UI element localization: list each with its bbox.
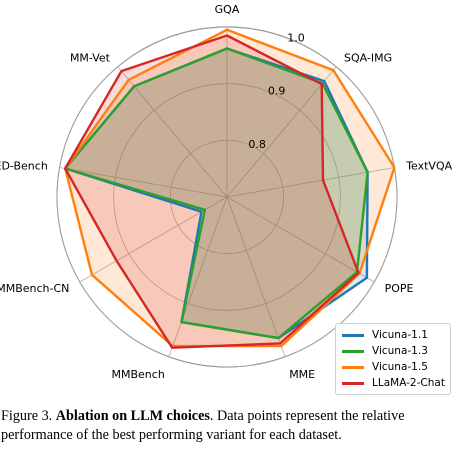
series-fill-2 [65,29,395,347]
legend-label-2: Vicuna-1.5 [372,361,428,373]
legend-item-1: Vicuna-1.3 [342,343,445,359]
series-fill-1 [65,48,368,339]
axis-label-3: POPE [385,282,414,295]
caption-label: Figure 3. [1,408,53,424]
legend-item-3: LLaMA-2-Chat [342,375,445,391]
spoke-3 [226,196,375,283]
series-layer [63,28,396,349]
legend-label-3: LLaMA-2-Chat [372,377,445,389]
caption-title-period: . [209,408,214,424]
legend-item-0: Vicuna-1.1 [342,327,445,343]
axis-label-4: MME [289,368,315,381]
axis-labels: 0.8 0.9 1.0 GQA SQA-IMG TextVQA POPE MME MMBench… [0,3,453,381]
series-fill-0 [65,48,368,339]
caption-title: Ablation on LLM choices [55,408,210,424]
r-tick-label-2: 1.0 [287,31,305,44]
caption-text: Data points represent the relative perfo… [1,408,405,443]
grid [56,26,398,368]
axis-label-8: MM-Vet [70,52,111,65]
spoke-7 [59,167,228,198]
legend-swatch-2 [342,365,364,369]
axis-label-1: SQA-IMG [344,52,392,65]
spoke-4 [226,196,286,357]
legend-label-1: Vicuna-1.3 [372,345,428,357]
r-tick-label-1: 0.9 [268,85,286,98]
r-tick-label-0: 0.8 [248,138,266,151]
axis-label-0: GQA [215,3,240,16]
axis-label-6: MMBench-CN [0,282,69,295]
axis-label-2: TextVQA [405,159,452,172]
series-line-1 [63,47,369,340]
axis-label-7: SEED-Bench [0,159,48,172]
spoke-1 [226,66,337,198]
spoke-5 [168,196,228,357]
legend: Vicuna-1.1 Vicuna-1.3 Vicuna-1.5 LLaMA-2-Ch… [335,323,451,395]
legend-swatch-0 [342,333,364,337]
spoke-8 [117,66,228,198]
legend-item-2: Vicuna-1.5 [342,359,445,375]
legend-label-0: Vicuna-1.1 [372,329,428,341]
legend-swatch-3 [342,381,364,385]
axis-label-5: MMBench [112,368,165,381]
legend-swatch-1 [342,349,364,353]
radar-chart: 0.8 0.9 1.0 GQA SQA-IMG TextVQA POPE MME MMBench… [0,3,453,395]
radar-svg: 0.8 0.9 1.0 GQA SQA-IMG TextVQA POPE MME MMBench… [0,3,453,381]
figure-caption: Figure 3. Ablation on LLM choices. Data … [1,407,456,445]
series-line-3 [63,34,360,349]
series-fill-3 [65,35,359,348]
